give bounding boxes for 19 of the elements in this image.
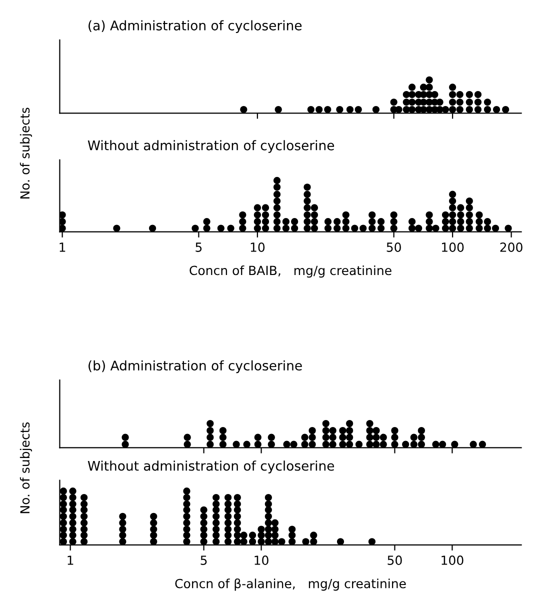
x-axis-title: Concn of β-alanine, mg/g creatinine: [175, 578, 406, 591]
x-tick-label: 50: [388, 556, 402, 565]
x-tick-label: 100: [442, 242, 464, 252]
chart-title: Without administration of cycloserine: [88, 140, 334, 153]
x-tick-label: 10: [254, 556, 268, 565]
x-tick-label: 1: [60, 242, 66, 252]
y-axis-title: No. of subjects: [20, 422, 32, 514]
x-axis-title: Concn of BAIB, mg/g creatinine: [190, 265, 392, 278]
x-tick-label: 50: [386, 242, 401, 252]
x-tick-label: 200: [500, 242, 522, 252]
chart-title: (a) Administration of cycloserine: [88, 20, 302, 33]
chart-title: Without administration of cycloserine: [88, 460, 334, 474]
y-axis-title: No. of subjects: [20, 108, 32, 198]
x-tick-label: 1: [68, 556, 74, 565]
x-tick-label: 100: [442, 556, 464, 565]
x-tick-label: 5: [196, 242, 202, 252]
x-tick-label: 5: [200, 556, 207, 565]
chart-title: (b) Administration of cycloserine: [88, 360, 302, 374]
x-tick-label: 10: [250, 242, 265, 252]
